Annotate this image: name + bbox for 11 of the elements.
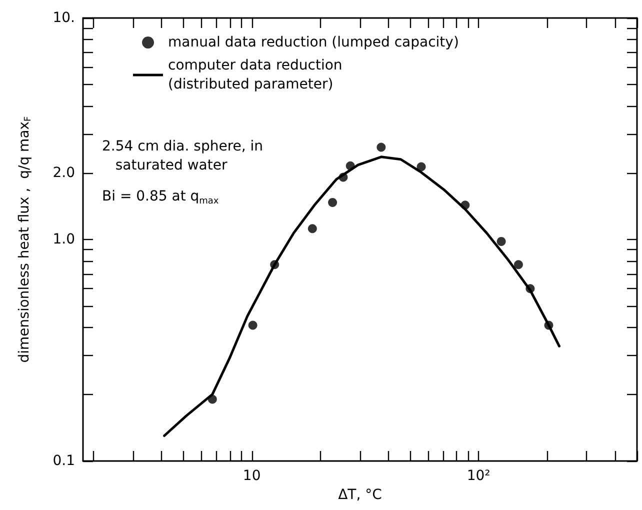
y-tick-label: 10. (52, 10, 75, 26)
x-tick-label: 10 (242, 468, 261, 484)
x-axis-title: ΔT, °C (338, 486, 382, 503)
y-tick-label: 0.1 (52, 453, 75, 469)
annotation: 2.54 cm dia. sphere, in saturated water (102, 138, 264, 174)
legend-label: computer data reduction (distributed parameter) (168, 58, 342, 92)
y-axis-title: dimensionless heat flux , q/q maxF (16, 116, 34, 363)
y-tick-label: 1.0 (52, 232, 75, 248)
legend-label: manual data reduction (lumped capacity) (168, 34, 459, 50)
y-tick-label: 2.0 (52, 164, 75, 181)
x-tick-label: 10² (466, 468, 490, 484)
